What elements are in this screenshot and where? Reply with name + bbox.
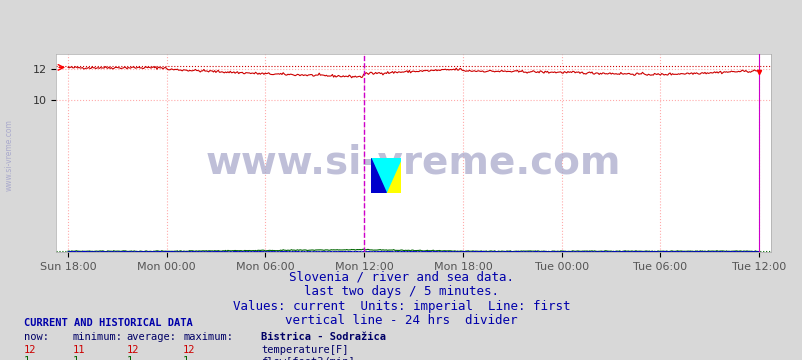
Text: 12: 12 bbox=[24, 345, 37, 355]
Text: average:: average: bbox=[127, 332, 176, 342]
Text: www.si-vreme.com: www.si-vreme.com bbox=[205, 144, 621, 182]
Text: Slovenia / river and sea data.: Slovenia / river and sea data. bbox=[289, 271, 513, 284]
Text: vertical line - 24 hrs  divider: vertical line - 24 hrs divider bbox=[285, 314, 517, 327]
Text: 1: 1 bbox=[127, 356, 133, 360]
Text: 12: 12 bbox=[127, 345, 140, 355]
Polygon shape bbox=[371, 158, 401, 193]
Text: last two days / 5 minutes.: last two days / 5 minutes. bbox=[304, 285, 498, 298]
Text: now:: now: bbox=[24, 332, 49, 342]
Text: 1: 1 bbox=[72, 356, 79, 360]
Text: 12: 12 bbox=[183, 345, 196, 355]
Text: www.si-vreme.com: www.si-vreme.com bbox=[5, 119, 14, 191]
Text: flow[foot3/min]: flow[foot3/min] bbox=[261, 356, 354, 360]
Text: CURRENT AND HISTORICAL DATA: CURRENT AND HISTORICAL DATA bbox=[24, 318, 192, 328]
Polygon shape bbox=[371, 158, 386, 193]
Text: 1: 1 bbox=[24, 356, 30, 360]
Text: maximum:: maximum: bbox=[183, 332, 233, 342]
Polygon shape bbox=[386, 158, 401, 193]
Text: 11: 11 bbox=[72, 345, 85, 355]
Text: temperature[F]: temperature[F] bbox=[261, 345, 348, 355]
Text: Bistrica - Sodražica: Bistrica - Sodražica bbox=[261, 332, 386, 342]
Text: Values: current  Units: imperial  Line: first: Values: current Units: imperial Line: fi… bbox=[233, 300, 569, 312]
Text: minimum:: minimum: bbox=[72, 332, 122, 342]
Text: 1: 1 bbox=[183, 356, 189, 360]
